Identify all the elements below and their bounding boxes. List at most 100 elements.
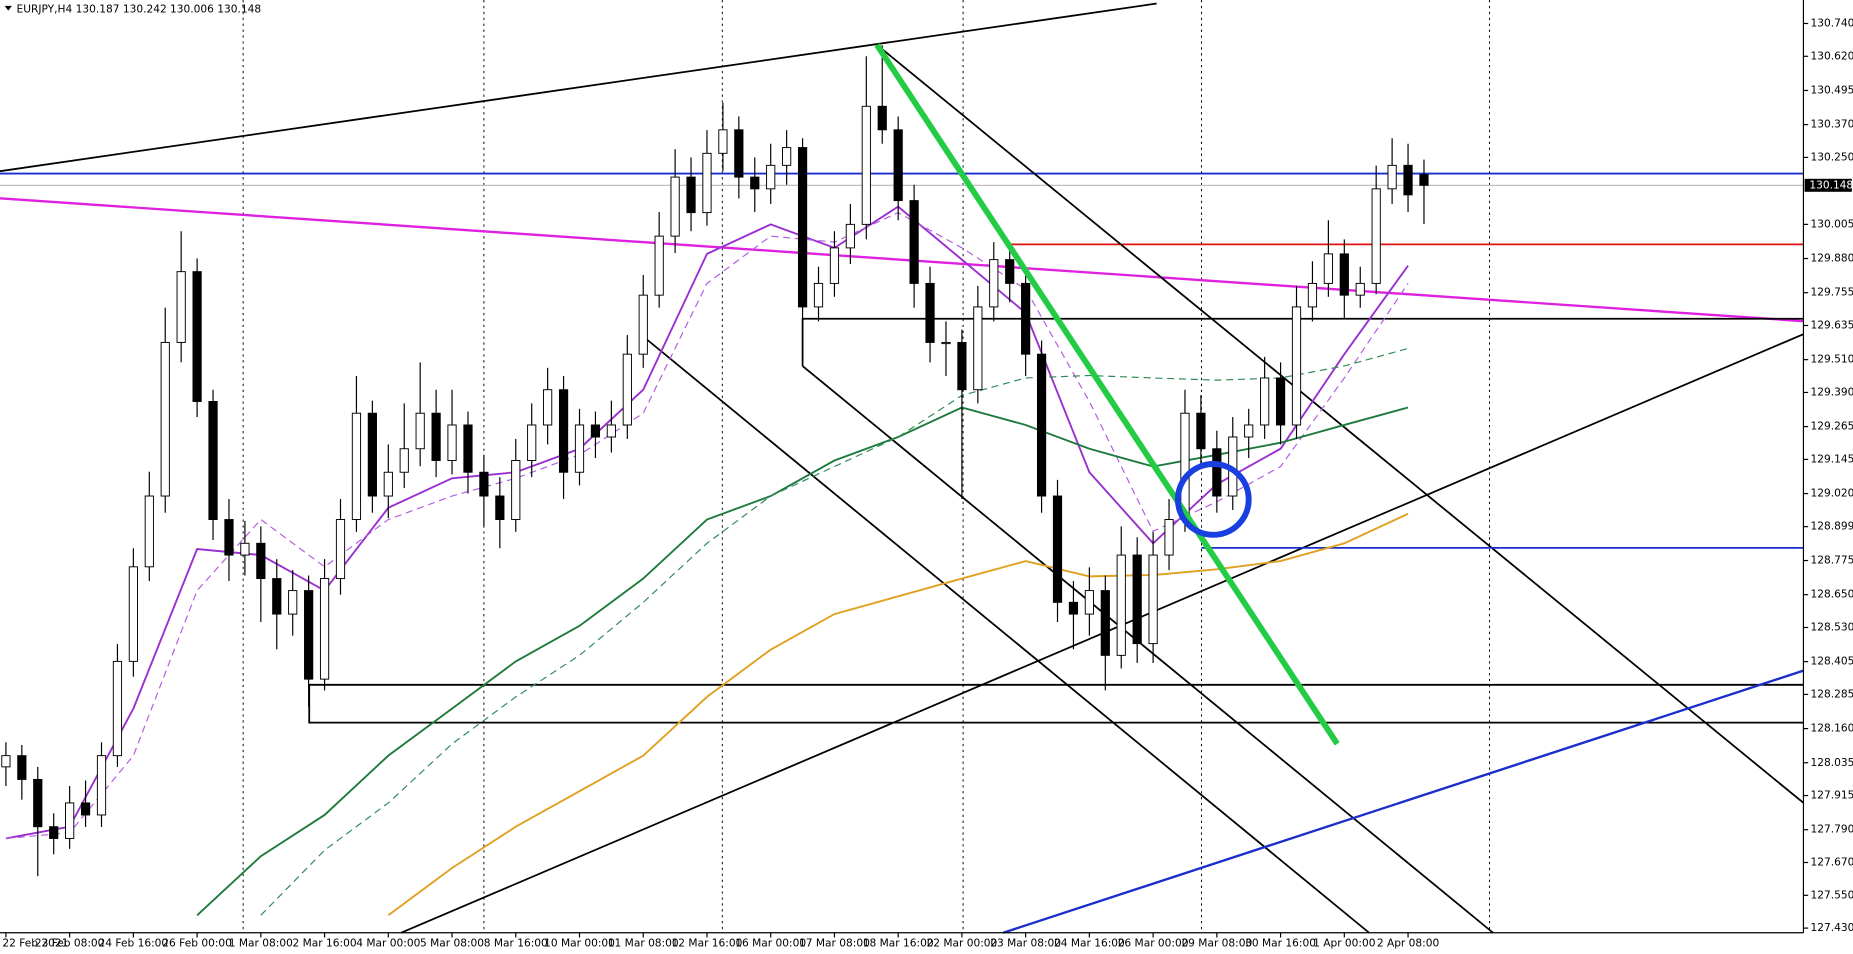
y-tick-label: 129.390 <box>1811 385 1853 398</box>
y-tick-label: 129.145 <box>1811 452 1853 465</box>
candle-body <box>925 282 935 343</box>
menu-icon[interactable] <box>4 5 12 11</box>
moving-average <box>196 406 1409 916</box>
moving-average <box>260 347 1409 916</box>
candle-body <box>527 424 537 461</box>
moving-average <box>5 211 1409 840</box>
candle-body <box>495 495 505 521</box>
candle-body <box>335 519 346 580</box>
candle-body <box>1371 188 1381 284</box>
y-tick-label: 129.635 <box>1811 318 1853 331</box>
channel-line <box>876 44 1804 804</box>
y-tick-label: 129.510 <box>1811 353 1853 366</box>
candle-body <box>367 412 377 497</box>
candle-body <box>1291 306 1302 426</box>
y-tick-label: 127.790 <box>1811 823 1853 836</box>
candle-body <box>718 129 728 154</box>
x-tick-label: 8 Mar 16:00 <box>484 936 548 949</box>
candle-body <box>272 578 282 615</box>
x-tick-label: 18 Mar 16:00 <box>863 936 934 949</box>
candle-body <box>96 755 107 816</box>
moving-average <box>5 205 1409 840</box>
y-tick-label: 128.530 <box>1811 620 1853 633</box>
candle-body <box>65 802 75 839</box>
highlight-circle <box>1174 461 1252 538</box>
candle-body <box>1164 519 1174 556</box>
y-tick-label: 128.285 <box>1811 687 1853 700</box>
candle-body <box>813 282 824 308</box>
candle-body <box>734 129 744 178</box>
y-tick-label: 130.740 <box>1811 17 1853 30</box>
y-tick-label: 128.405 <box>1811 655 1853 668</box>
x-tick-label: 24 Feb 16:00 <box>99 936 169 949</box>
candle-body <box>1084 590 1094 615</box>
candle-body <box>144 495 154 568</box>
y-tick-label: 130.005 <box>1811 217 1853 230</box>
candle-body <box>1148 554 1158 645</box>
candle-body <box>670 176 680 237</box>
candle-body <box>1005 259 1015 284</box>
trendline <box>0 2 1157 173</box>
candle-body <box>176 271 186 343</box>
x-tick-label: 11 Mar 08:00 <box>608 936 679 949</box>
candle-body <box>654 235 664 296</box>
x-tick-label: 16 Mar 00:00 <box>735 936 806 949</box>
candle-body <box>750 176 760 190</box>
candle-body <box>1196 412 1206 450</box>
x-tick-label: 22 Mar 00:00 <box>926 936 997 949</box>
y-tick-label: 128.899 <box>1811 520 1853 533</box>
candle-body <box>17 755 27 780</box>
chart-title: EURJPY,H4 130.187 130.242 130.006 130.14… <box>17 2 262 15</box>
channel-line <box>802 365 1494 934</box>
x-tick-label: 24 Mar 16:00 <box>1054 936 1125 949</box>
x-tick-label: 5 Mar 08:00 <box>420 936 484 949</box>
candle-body <box>941 341 951 345</box>
current-price-label: 130.148 <box>1809 178 1853 191</box>
candle-body <box>192 271 202 402</box>
candle-body <box>606 424 616 438</box>
candle-body <box>1403 164 1413 196</box>
candle-body <box>1021 282 1031 355</box>
x-tick-label: 1 Apr 00:00 <box>1313 936 1376 949</box>
y-tick-label: 129.880 <box>1811 252 1853 265</box>
x-tick-label: 12 Mar 16:00 <box>672 936 743 949</box>
y-tick-label: 130.250 <box>1811 150 1853 163</box>
candle-body <box>1355 282 1365 296</box>
x-tick-label: 26 Mar 00:00 <box>1118 936 1189 949</box>
axes: 130.740 130.620 130.495 130.370 130.250 130.0… <box>2 17 1853 950</box>
candle-body <box>1339 253 1349 296</box>
candle-body <box>1100 590 1110 656</box>
candle-body <box>351 412 362 521</box>
candle-body <box>1116 554 1126 656</box>
candle-body <box>877 105 887 131</box>
level-line <box>308 683 1804 724</box>
candle-body <box>1275 377 1286 426</box>
candle-body <box>1212 448 1222 497</box>
x-tick-label: 30 Mar 16:00 <box>1245 936 1316 949</box>
x-tick-label: 2 Apr 08:00 <box>1377 936 1440 949</box>
candle-body <box>319 578 330 680</box>
candle-body <box>638 294 648 355</box>
candle-body <box>1036 353 1047 497</box>
candle-body <box>1052 495 1063 603</box>
x-tick-label: 10 Mar 00:00 <box>544 936 615 949</box>
candle-body <box>160 341 170 497</box>
candle-body <box>399 448 409 473</box>
x-tick-label: 17 Mar 08:00 <box>799 936 870 949</box>
candle-body <box>702 152 712 214</box>
candle-body <box>1260 377 1270 426</box>
candle-body <box>989 259 999 308</box>
candle-body <box>240 542 250 556</box>
candle-body <box>256 542 266 580</box>
y-tick-label: 130.370 <box>1811 118 1853 131</box>
x-tick-label: 22 Feb 2021 <box>2 936 68 949</box>
candle-body <box>861 105 871 225</box>
y-tick-label: 128.160 <box>1811 722 1853 735</box>
candle-body <box>1419 174 1429 186</box>
candle-body <box>1244 424 1254 438</box>
y-tick-label: 128.650 <box>1811 588 1853 601</box>
plot <box>1 45 1429 917</box>
candle-body <box>511 460 521 521</box>
